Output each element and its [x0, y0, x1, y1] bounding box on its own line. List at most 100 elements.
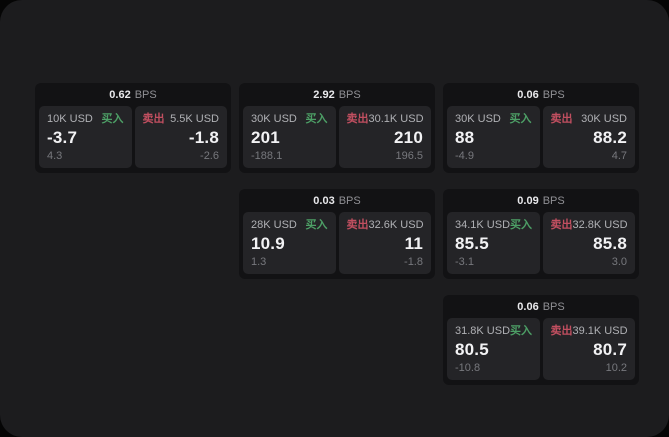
- buy-amount: 30K USD: [251, 113, 297, 125]
- sell-panel[interactable]: 卖出 39.1K USD 80.7 10.2: [542, 318, 635, 380]
- sell-delta: 10.2: [605, 362, 627, 374]
- sell-delta: 196.5: [395, 150, 423, 162]
- buy-panel[interactable]: 30K USD 买入 88 -4.9: [447, 106, 540, 168]
- buy-side-label: 买入: [509, 113, 532, 125]
- buy-delta: -4.9: [455, 150, 474, 162]
- buy-panel-top: 30K USD 买入: [251, 113, 328, 125]
- bps-unit-label: BPS: [338, 88, 361, 101]
- buy-delta: 1.3: [251, 256, 267, 268]
- buy-side-label: 买入: [101, 113, 124, 125]
- sell-delta: -1.8: [404, 256, 423, 268]
- sell-amount: 5.5K USD: [170, 113, 219, 125]
- sell-amount: 32.8K USD: [572, 219, 628, 231]
- spread-card: 2.92 BPS 30K USD 买入 201 -188.1 卖出 30.1K …: [239, 83, 435, 173]
- spread-card-grid: 0.62 BPS 10K USD 买入 -3.7 4.3 卖出 5.5K USD…: [35, 83, 639, 385]
- sell-panel-top: 卖出 32.6K USD: [347, 219, 424, 231]
- sell-panel[interactable]: 卖出 30K USD 88.2 4.7: [542, 106, 635, 168]
- card-header: 0.62 BPS: [35, 83, 231, 106]
- bps-value: 2.92: [313, 88, 335, 101]
- bps-value: 0.03: [313, 194, 335, 207]
- buy-panel-top: 28K USD 买入: [251, 219, 328, 231]
- bps-value: 0.62: [109, 88, 131, 101]
- buy-delta: -3.1: [455, 256, 474, 268]
- spread-card: 0.06 BPS 30K USD 买入 88 -4.9 卖出 30K USD 8…: [443, 83, 639, 173]
- sell-amount: 30K USD: [581, 113, 627, 125]
- sell-delta: 4.7: [611, 150, 627, 162]
- card-header: 2.92 BPS: [239, 83, 435, 106]
- bps-value: 0.06: [517, 88, 539, 101]
- card-body: 31.8K USD 买入 80.5 -10.8 卖出 39.1K USD 80.…: [443, 318, 639, 385]
- buy-delta: -10.8: [455, 362, 481, 374]
- spread-card: 0.62 BPS 10K USD 买入 -3.7 4.3 卖出 5.5K USD…: [35, 83, 231, 173]
- sell-amount: 39.1K USD: [572, 325, 628, 337]
- buy-price: 10.9: [251, 234, 285, 253]
- sell-side-label: 卖出: [346, 113, 369, 125]
- card-body: 30K USD 买入 201 -188.1 卖出 30.1K USD 210 1…: [239, 106, 435, 173]
- buy-price: 80.5: [455, 340, 489, 359]
- card-header: 0.06 BPS: [443, 83, 639, 106]
- sell-amount: 32.6K USD: [368, 219, 424, 231]
- buy-price: 85.5: [455, 234, 489, 253]
- sell-panel[interactable]: 卖出 5.5K USD -1.8 -2.6: [134, 106, 227, 168]
- buy-panel[interactable]: 30K USD 买入 201 -188.1: [243, 106, 336, 168]
- buy-panel[interactable]: 31.8K USD 买入 80.5 -10.8: [447, 318, 540, 380]
- bps-value: 0.09: [517, 194, 539, 207]
- sell-price: 88.2: [593, 128, 627, 147]
- card-body: 34.1K USD 买入 85.5 -3.1 卖出 32.8K USD 85.8…: [443, 212, 639, 279]
- card-body: 30K USD 买入 88 -4.9 卖出 30K USD 88.2 4.7: [443, 106, 639, 173]
- card-header: 0.09 BPS: [443, 189, 639, 212]
- buy-amount: 30K USD: [455, 113, 501, 125]
- card-body: 10K USD 买入 -3.7 4.3 卖出 5.5K USD -1.8 -2.…: [35, 106, 231, 173]
- buy-side-label: 买入: [510, 219, 533, 231]
- sell-price: 80.7: [593, 340, 627, 359]
- bps-unit-label: BPS: [542, 300, 565, 313]
- sell-side-label: 卖出: [550, 325, 573, 337]
- buy-price: 201: [251, 128, 280, 147]
- sell-panel[interactable]: 卖出 30.1K USD 210 196.5: [338, 106, 431, 168]
- sell-amount: 30.1K USD: [368, 113, 424, 125]
- buy-panel-top: 10K USD 买入: [47, 113, 124, 125]
- sell-price: -1.8: [188, 128, 219, 147]
- card-body: 28K USD 买入 10.9 1.3 卖出 32.6K USD 11 -1.8: [239, 212, 435, 279]
- buy-side-label: 买入: [305, 113, 328, 125]
- bps-unit-label: BPS: [338, 194, 361, 207]
- buy-amount: 31.8K USD: [455, 325, 511, 337]
- sell-price: 210: [394, 128, 423, 147]
- buy-panel[interactable]: 28K USD 买入 10.9 1.3: [243, 212, 336, 274]
- card-header: 0.03 BPS: [239, 189, 435, 212]
- bps-unit-label: BPS: [134, 88, 157, 101]
- sell-delta: -2.6: [200, 150, 219, 162]
- card-header: 0.06 BPS: [443, 295, 639, 318]
- sell-side-label: 卖出: [550, 113, 573, 125]
- buy-panel-top: 31.8K USD 买入: [455, 325, 532, 337]
- sell-panel[interactable]: 卖出 32.6K USD 11 -1.8: [338, 212, 431, 274]
- buy-panel[interactable]: 34.1K USD 买入 85.5 -3.1: [447, 212, 540, 274]
- sell-panel-top: 卖出 39.1K USD: [551, 325, 628, 337]
- spread-card: 0.03 BPS 28K USD 买入 10.9 1.3 卖出 32.6K US…: [239, 189, 435, 279]
- buy-delta: 4.3: [47, 150, 63, 162]
- spread-card: 0.06 BPS 31.8K USD 买入 80.5 -10.8 卖出 39.1…: [443, 295, 639, 385]
- buy-amount: 10K USD: [47, 113, 93, 125]
- buy-amount: 28K USD: [251, 219, 297, 231]
- bps-value: 0.06: [517, 300, 539, 313]
- sell-panel-top: 卖出 5.5K USD: [143, 113, 220, 125]
- buy-panel-top: 34.1K USD 买入: [455, 219, 532, 231]
- sell-delta: 3.0: [611, 256, 627, 268]
- buy-panel[interactable]: 10K USD 买入 -3.7 4.3: [39, 106, 132, 168]
- buy-price: 88: [455, 128, 475, 147]
- buy-panel-top: 30K USD 买入: [455, 113, 532, 125]
- sell-panel-top: 卖出 30.1K USD: [347, 113, 424, 125]
- buy-side-label: 买入: [510, 325, 533, 337]
- bps-unit-label: BPS: [542, 194, 565, 207]
- sell-price: 11: [404, 234, 423, 253]
- spread-card: 0.09 BPS 34.1K USD 买入 85.5 -3.1 卖出 32.8K…: [443, 189, 639, 279]
- sell-panel[interactable]: 卖出 32.8K USD 85.8 3.0: [542, 212, 635, 274]
- sell-price: 85.8: [593, 234, 627, 253]
- sell-side-label: 卖出: [550, 219, 573, 231]
- sell-side-label: 卖出: [346, 219, 369, 231]
- buy-price: -3.7: [47, 128, 78, 147]
- sell-panel-top: 卖出 30K USD: [551, 113, 628, 125]
- buy-amount: 34.1K USD: [455, 219, 511, 231]
- sell-side-label: 卖出: [142, 113, 165, 125]
